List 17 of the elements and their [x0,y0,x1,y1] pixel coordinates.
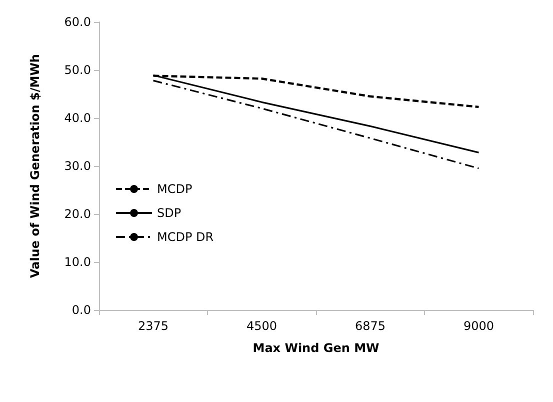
x-tick-label: 9000 [463,319,494,333]
x-tick-label: 2375 [138,319,169,333]
x-tick-label: 6875 [354,319,386,333]
y-axis-title: Value of Wind Generation $/MWh [28,54,42,278]
legend-label: MCDP DR [157,230,214,244]
y-tick-label: 60.0 [64,15,91,29]
legend-label: MCDP [157,182,192,196]
line-series [152,80,480,170]
y-tick-label: 0.0 [72,303,91,317]
legend-label: SDP [157,206,182,220]
y-tick-label: 30.0 [64,159,91,173]
y-tick-label: 20.0 [64,207,91,221]
x-axis-title: Max Wind Gen MW [252,341,380,355]
y-tick-label: 10.0 [64,255,91,269]
y-tick-label: 40.0 [64,111,91,125]
x-tick-label: 4500 [246,319,278,333]
y-tick-label: 50.0 [64,63,91,77]
